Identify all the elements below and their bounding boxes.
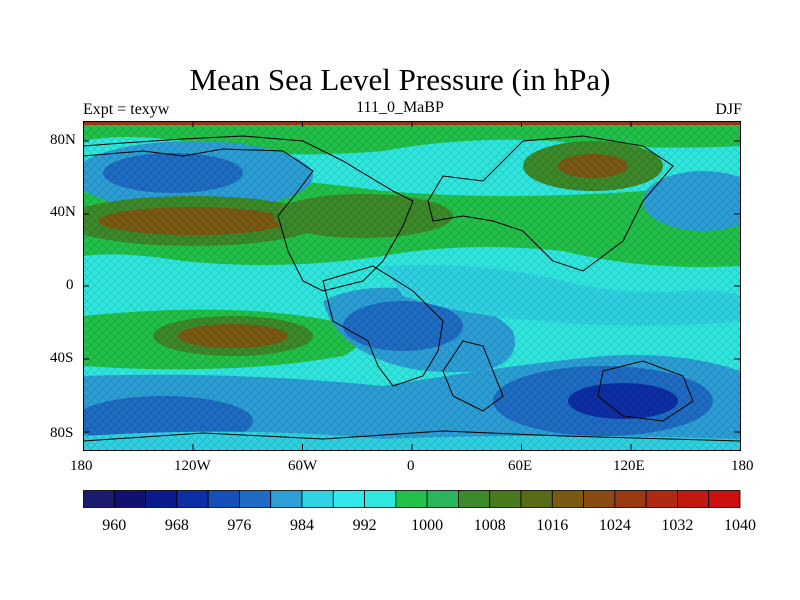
colorbar-swatch — [239, 490, 272, 508]
colorbar-label: 992 — [352, 517, 377, 534]
x-tick-label-0: 0 — [407, 458, 415, 474]
coastline-north-america — [83, 135, 414, 292]
colorbar-label: 1016 — [536, 517, 569, 534]
y-tick-label-eq: 0 — [66, 277, 74, 293]
x-tick-label-60e: 60E — [508, 458, 533, 474]
colorbar-swatch — [583, 490, 616, 508]
colorbar-label: 1000 — [411, 517, 444, 534]
x-tick-label-120e: 120E — [613, 458, 645, 474]
colorbar-label: 1024 — [598, 517, 631, 534]
tick-marks — [83, 121, 741, 450]
colorbar-swatch — [145, 490, 178, 508]
y-tick-label-40s: 40S — [50, 350, 74, 366]
y-tick-label-80s: 80S — [50, 425, 74, 441]
y-tick-label-40n: 40N — [50, 204, 76, 220]
coastline-antarctica — [83, 430, 740, 442]
experiment-label: Expt = texyw — [83, 101, 170, 118]
coastline-australia — [597, 360, 694, 422]
colorbar-swatch — [332, 490, 365, 508]
colorbar-label: 976 — [227, 517, 252, 534]
colorbar-label: 984 — [290, 517, 314, 534]
colorbar-swatch — [677, 490, 710, 508]
colorbar-swatch — [458, 490, 491, 508]
x-tick-label-180e: 180 — [731, 458, 754, 474]
hatch-overlay — [83, 121, 740, 450]
colorbar-label: 1040 — [724, 517, 756, 534]
map-panel — [83, 121, 741, 451]
colorbar-swatch — [113, 490, 146, 508]
colorbar-swatch — [176, 490, 209, 508]
colorbar-label: 1008 — [473, 517, 506, 534]
colorbar-swatch — [270, 490, 303, 508]
plot-title: Mean Sea Level Pressure (in hPa) — [189, 62, 611, 97]
y-tick-label-80n: 80N — [50, 132, 76, 148]
colorbar — [83, 490, 741, 508]
colorbar-swatch — [645, 490, 678, 508]
colorbar-swatch — [489, 490, 522, 508]
colorbar-swatch — [207, 490, 240, 508]
colorbar-swatch — [83, 490, 115, 508]
coastline-eurasia — [427, 135, 674, 272]
colorbar-swatch — [551, 490, 584, 508]
coastline-south-america — [322, 265, 444, 387]
x-tick-label-60w: 60W — [288, 458, 318, 474]
coastlines — [83, 135, 740, 442]
colorbar-swatch — [364, 490, 397, 508]
time-label: 111_0_MaBP — [356, 99, 444, 116]
colorbar-swatch — [426, 490, 459, 508]
colorbar-swatch — [395, 490, 428, 508]
colorbar-label: 968 — [164, 517, 189, 534]
colorbar-label: 1032 — [661, 517, 694, 534]
colorbar-swatch — [708, 490, 741, 508]
x-tick-label-180w: 180 — [70, 458, 93, 474]
colorbar-swatch — [520, 490, 553, 508]
x-tick-label-120w: 120W — [174, 458, 211, 474]
colorbar-label: 960 — [102, 517, 127, 534]
coastline-africa — [442, 340, 504, 412]
season-label: DJF — [715, 101, 742, 118]
colorbar-swatch — [614, 490, 647, 508]
colorbar-swatch — [301, 490, 334, 508]
